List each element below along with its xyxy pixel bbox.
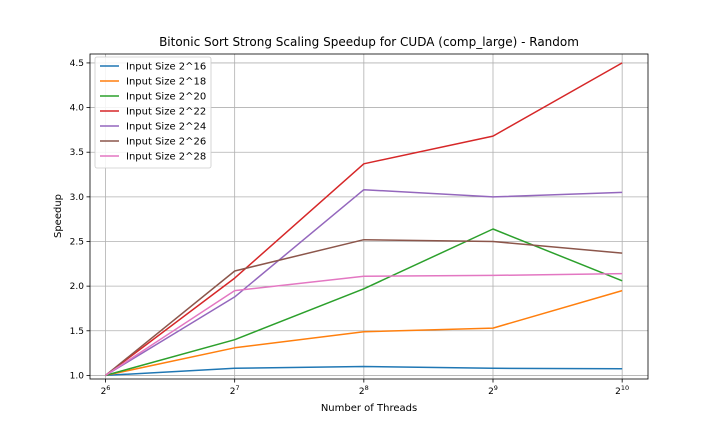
legend-label: Input Size 2^26 bbox=[126, 137, 206, 148]
legend-label: Input Size 2^20 bbox=[126, 92, 206, 103]
grid bbox=[90, 54, 648, 379]
series-line-4 bbox=[105, 62, 623, 376]
chart-title: Bitonic Sort Strong Scaling Speedup for … bbox=[159, 35, 579, 49]
x-tick-label: 210 bbox=[615, 384, 629, 397]
y-tick-label: 4.0 bbox=[70, 104, 85, 114]
series-lines bbox=[105, 62, 623, 377]
plot-frame bbox=[89, 53, 649, 380]
series-line-3 bbox=[105, 228, 623, 377]
series-line-1 bbox=[105, 365, 623, 377]
legend-label: Input Size 2^22 bbox=[126, 107, 206, 118]
y-axis: 1.0 1.5 2.0 2.5 3.0 3.5 4.0 4.5 bbox=[70, 59, 90, 381]
x-tick-label: 29 bbox=[488, 384, 498, 397]
legend-label: Input Size 2^28 bbox=[126, 152, 206, 163]
series-line-2 bbox=[105, 289, 623, 377]
y-tick-label: 1.5 bbox=[70, 327, 84, 337]
y-tick-label: 2.0 bbox=[70, 282, 85, 292]
y-tick-label: 2.5 bbox=[70, 238, 84, 248]
x-tick-label: 26 bbox=[101, 384, 111, 397]
legend: Input Size 2^16 Input Size 2^18 Input Size… bbox=[94, 56, 212, 169]
y-axis-label: Speedup bbox=[53, 194, 64, 238]
series-line-5 bbox=[105, 188, 623, 377]
series-line-6 bbox=[105, 238, 623, 376]
series-line-7 bbox=[105, 272, 623, 377]
legend-label: Input Size 2^18 bbox=[126, 77, 206, 88]
y-tick-label: 3.5 bbox=[70, 148, 84, 158]
x-tick-label: 28 bbox=[359, 384, 369, 397]
y-tick-label: 4.5 bbox=[70, 59, 84, 69]
y-tick-label: 3.0 bbox=[70, 193, 85, 203]
x-tick-label: 27 bbox=[230, 384, 240, 397]
x-axis-label: Number of Threads bbox=[321, 403, 417, 414]
x-axis: 26 27 28 29 210 bbox=[101, 379, 629, 397]
legend-box bbox=[94, 56, 212, 169]
legend-label: Input Size 2^16 bbox=[126, 62, 206, 73]
y-tick-label: 1.0 bbox=[70, 371, 85, 381]
legend-label: Input Size 2^24 bbox=[126, 122, 206, 133]
